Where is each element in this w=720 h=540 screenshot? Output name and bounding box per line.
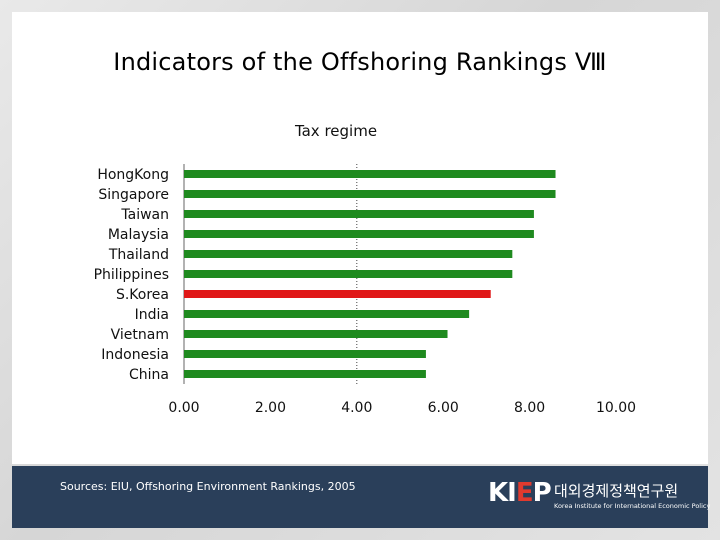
bar	[184, 230, 534, 238]
bar	[184, 310, 470, 318]
bar	[184, 350, 426, 358]
x-tick-label: 0.00	[168, 400, 199, 416]
footer-bar: Sources: EIU, Offshoring Environment Ran…	[12, 466, 710, 528]
x-tick-label: 4.00	[341, 400, 372, 416]
bar	[184, 190, 556, 198]
tax-regime-chart: Tax regime HongKong Singapore Taiwan Malays…	[94, 122, 636, 416]
category-label: Malaysia	[108, 227, 169, 243]
category-label: Vietnam	[111, 327, 169, 343]
category-label: China	[129, 367, 169, 383]
logo-mark-ki: KI	[488, 478, 517, 508]
category-label: Philippines	[94, 267, 169, 283]
x-tick-label: 2.00	[255, 400, 286, 416]
bar	[184, 270, 513, 278]
category-label: Thailand	[108, 247, 169, 263]
source-note: Sources: EIU, Offshoring Environment Ran…	[60, 480, 356, 493]
bar	[184, 210, 534, 218]
category-label: HongKong	[97, 167, 169, 183]
slide-title: Indicators of the Offshoring Rankings Ⅷ	[113, 48, 607, 76]
category-label: Indonesia	[101, 347, 169, 363]
bar-highlight	[184, 290, 491, 298]
bar	[184, 170, 556, 178]
x-tick-label: 6.00	[428, 400, 459, 416]
bar	[184, 250, 513, 258]
plot-area: HongKong Singapore Taiwan Malaysia Thailand P…	[94, 164, 636, 416]
logo-korean-name: 대외경제정책연구원	[554, 482, 679, 500]
logo-mark-p: P	[532, 478, 552, 508]
logo-english-name: Korea Institute for International Econom…	[554, 502, 711, 510]
x-tick-label: 8.00	[514, 400, 545, 416]
category-label: Singapore	[98, 187, 169, 203]
x-tick-label: 10.00	[596, 400, 636, 416]
category-label: Taiwan	[120, 207, 169, 223]
logo-mark-e: E	[515, 478, 534, 508]
category-label: S.Korea	[116, 287, 169, 303]
chart-panel: Tax regime HongKong Singapore Taiwan Malays…	[72, 106, 658, 432]
bar	[184, 330, 448, 338]
chart-title: Tax regime	[294, 122, 377, 140]
bar	[184, 370, 426, 378]
category-label: India	[135, 307, 169, 323]
kiep-logo-mark: KIEP	[488, 478, 552, 508]
kiep-logo: KIEP 대외경제정책연구원 Korea Institute for Inter…	[482, 478, 710, 518]
